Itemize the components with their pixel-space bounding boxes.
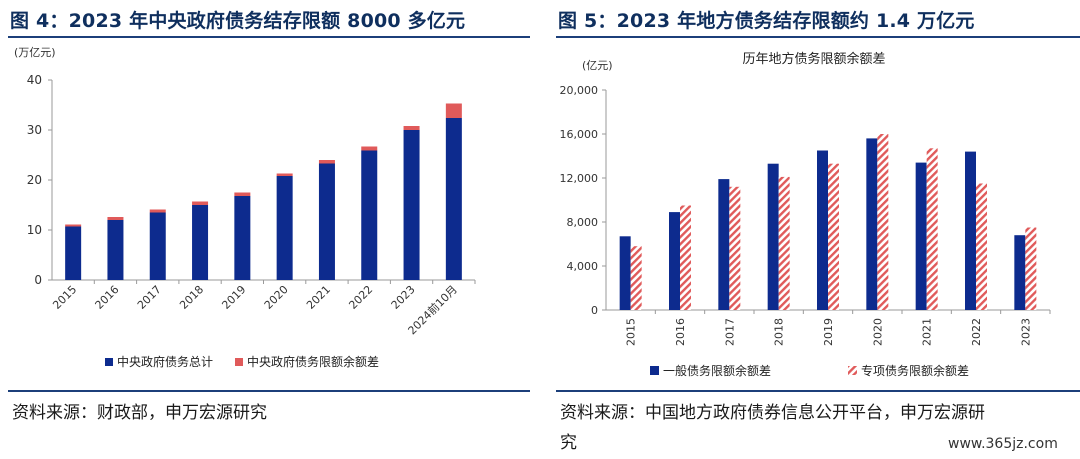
x-tick-label: 2019 xyxy=(822,318,835,346)
x-tick-label: 2015 xyxy=(625,318,638,346)
figure-4-chart: 0 10 20 30 40 2015 2016 2017 2018 2019 2020 2021 202… xyxy=(27,73,476,369)
legend-label-central-limit-gap: 中央政府债务限额余额差 xyxy=(247,354,379,369)
bar-central-debt-total xyxy=(65,226,82,280)
x-tick-label: 2020 xyxy=(871,318,884,346)
figure-5-panel: 图 5：2023 年地方债务结存限额约 1.4 万亿元 (亿元) 历年地方债务限… xyxy=(548,0,1080,459)
figure-5-title: 图 5：2023 年地方债务结存限额约 1.4 万亿元 xyxy=(558,10,975,32)
y-tick-label: 16,000 xyxy=(560,128,599,141)
x-tick-label: 2018 xyxy=(177,283,206,312)
bar-general-debt-gap xyxy=(1014,235,1026,310)
bar-central-limit-gap xyxy=(192,201,209,205)
figure-4-bottom-rule xyxy=(8,390,530,392)
bar-central-debt-total xyxy=(234,196,251,280)
bar-central-debt-total xyxy=(192,205,209,280)
bar-general-debt-gap xyxy=(915,162,927,310)
bar-central-limit-gap xyxy=(361,146,378,151)
x-tick-label: 2016 xyxy=(674,318,687,346)
bar-central-limit-gap xyxy=(318,160,335,164)
x-tick-label: 2017 xyxy=(135,283,164,312)
y-tick-label: 30 xyxy=(27,123,42,137)
bar-central-limit-gap xyxy=(149,209,166,213)
bar-central-debt-total xyxy=(403,130,420,280)
bar-general-debt-gap xyxy=(669,212,680,310)
legend-label-special-debt-gap: 专项债务限额余额差 xyxy=(861,363,969,378)
bar-central-debt-total xyxy=(149,212,166,280)
bar-special-debt-gap xyxy=(680,205,691,310)
bar-general-debt-gap xyxy=(965,151,976,310)
y-tick-label: 8,000 xyxy=(567,216,599,229)
bar-general-debt-gap xyxy=(817,150,828,310)
bar-general-debt-gap xyxy=(866,138,878,310)
figure-4-source: 资料来源：财政部，申万宏源研究 xyxy=(12,403,267,423)
figure-4-unit-label: (万亿元) xyxy=(14,46,56,59)
figure-5-source-line-2: 究 xyxy=(560,433,577,453)
figure-4-top-rule xyxy=(8,36,530,38)
y-tick-label: 0 xyxy=(591,304,598,317)
x-tick-label: 2018 xyxy=(773,318,786,346)
bar-general-debt-gap xyxy=(718,179,730,310)
bar-central-limit-gap xyxy=(276,173,293,176)
bar-central-debt-total xyxy=(318,163,335,280)
x-tick-label: 2021 xyxy=(304,283,333,312)
bar-special-debt-gap xyxy=(1025,227,1037,310)
bar-general-debt-gap xyxy=(619,236,631,310)
site-watermark: www.365jz.com xyxy=(948,436,1058,452)
x-tick-label: 2015 xyxy=(50,283,79,312)
x-tick-label: 2016 xyxy=(93,283,122,312)
bar-central-limit-gap xyxy=(65,224,82,227)
x-tick-label: 2022 xyxy=(346,283,375,312)
figure-5-top-rule xyxy=(556,36,1080,38)
bar-special-debt-gap xyxy=(828,163,839,310)
y-tick-label: 12,000 xyxy=(560,172,599,185)
figure-4-panel: 图 4：2023 年中央政府债务结存限额 8000 多亿元 (万亿元) 0 10 2… xyxy=(0,0,532,459)
chart-title: 历年地方债务限额余额差 xyxy=(742,51,885,67)
bar-special-debt-gap xyxy=(926,148,938,310)
x-tick-label: 2017 xyxy=(723,318,736,346)
y-tick-label: 40 xyxy=(27,73,42,87)
legend-swatch-central-limit-gap xyxy=(235,358,243,366)
bar-central-debt-total xyxy=(107,220,124,280)
bar-central-limit-gap xyxy=(234,192,251,196)
y-tick-label: 10 xyxy=(27,223,42,237)
x-tick-label: 2023 xyxy=(1019,318,1032,346)
legend-swatch-special-debt-gap xyxy=(848,366,857,375)
bar-central-debt-total xyxy=(276,176,293,280)
bar-central-limit-gap xyxy=(445,103,462,118)
y-tick-label: 0 xyxy=(34,273,42,287)
legend-label-general-debt-gap: 一般债务限额余额差 xyxy=(663,363,771,378)
bar-general-debt-gap xyxy=(767,163,779,310)
x-tick-label: 2023 xyxy=(389,283,418,312)
figure-5-source: 资料来源：中国地方政府债券信息公开平台，申万宏源研 究 xyxy=(560,398,985,458)
bar-central-debt-total xyxy=(361,150,378,280)
bar-central-limit-gap xyxy=(403,126,420,130)
bar-special-debt-gap xyxy=(729,186,741,310)
legend-label-central-debt-total: 中央政府债务总计 xyxy=(117,354,213,369)
x-tick-label: 2019 xyxy=(219,283,248,312)
figure-5-chart: 历年地方债务限额余额差 0 4,000 8,000 12,000 16,000 20,000… xyxy=(560,51,1051,378)
x-tick-label: 2021 xyxy=(921,318,934,346)
bar-special-debt-gap xyxy=(877,134,889,310)
y-tick-label: 20,000 xyxy=(560,84,599,97)
bar-special-debt-gap xyxy=(976,183,987,310)
legend-swatch-general-debt-gap xyxy=(650,366,659,375)
y-tick-label: 4,000 xyxy=(567,260,599,273)
legend-swatch-central-debt-total xyxy=(105,358,113,366)
figure-4-title: 图 4：2023 年中央政府债务结存限额 8000 多亿元 xyxy=(10,10,466,32)
figure-5-unit-label: (亿元) xyxy=(582,59,613,72)
bar-special-debt-gap xyxy=(778,176,790,310)
x-tick-label: 2020 xyxy=(262,283,291,312)
figure-5-source-line-1: 资料来源：中国地方政府债券信息公开平台，申万宏源研 xyxy=(560,403,985,423)
figure-5-bottom-rule xyxy=(556,390,1080,392)
bar-special-debt-gap xyxy=(630,246,642,310)
x-tick-label: 2022 xyxy=(970,318,983,346)
y-tick-label: 20 xyxy=(27,173,42,187)
bar-central-limit-gap xyxy=(107,217,124,220)
bar-central-debt-total xyxy=(445,118,462,280)
